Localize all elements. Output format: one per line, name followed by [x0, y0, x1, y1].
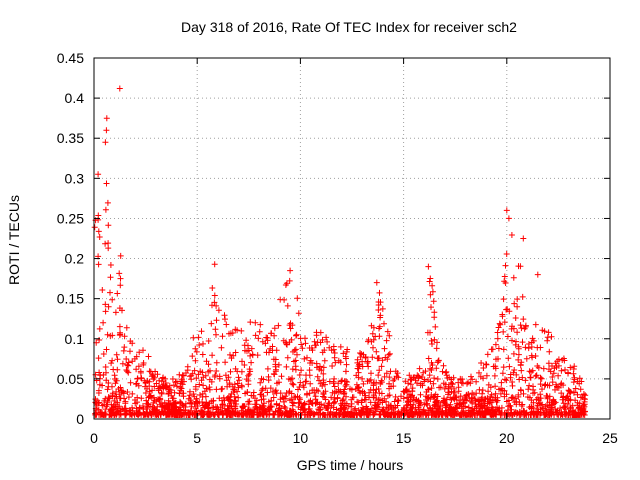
y-tick-label: 0.05 [57, 371, 84, 387]
x-tick-labels: 0 5 10 15 20 25 [90, 430, 618, 446]
y-tick-label: 0.45 [57, 50, 84, 66]
x-tick-label: 0 [90, 430, 98, 446]
x-tick-label: 10 [293, 430, 309, 446]
grid [94, 58, 610, 419]
y-tick-label: 0.3 [65, 170, 85, 186]
y-tick-label: 0.2 [65, 251, 85, 267]
plot-frame [93, 57, 611, 420]
x-tick-label: 15 [396, 430, 412, 446]
y-tick-label: 0 [76, 411, 84, 427]
data-marks [91, 85, 589, 418]
axis-ticks [93, 57, 611, 420]
x-tick-label: 5 [193, 430, 201, 446]
y-tick-label: 0.1 [65, 331, 85, 347]
x-axis-label: GPS time / hours [297, 457, 404, 473]
chart-title: Day 318 of 2016, Rate Of TEC Index for r… [181, 19, 517, 35]
roti-points [91, 85, 589, 418]
y-axis-label: ROTI / TECUs [6, 195, 22, 285]
y-tick-labels: 0 0.05 0.1 0.15 0.2 0.25 0.3 0.35 0.4 0.45 [57, 50, 84, 427]
x-tick-label: 25 [602, 430, 618, 446]
x-tick-label: 20 [499, 430, 515, 446]
y-tick-label: 0.25 [57, 210, 84, 226]
y-tick-label: 0.35 [57, 130, 84, 146]
y-tick-label: 0.15 [57, 291, 84, 307]
y-tick-label: 0.4 [65, 90, 85, 106]
